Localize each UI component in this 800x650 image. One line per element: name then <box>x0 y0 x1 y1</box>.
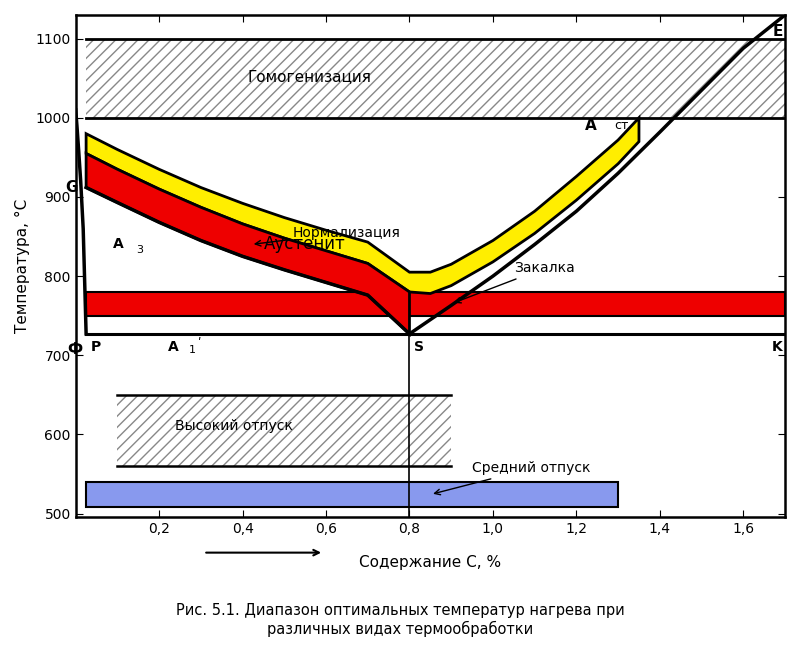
Text: ʹ: ʹ <box>197 337 200 350</box>
Text: Содержание C, %: Содержание C, % <box>359 555 502 570</box>
Bar <box>86 292 785 316</box>
Text: ст: ст <box>614 120 628 133</box>
Text: Гомогенизация: Гомогенизация <box>247 69 371 84</box>
Text: Рис. 5.1. Диапазон оптимальных температур нагрева при
различных видах термообраб: Рис. 5.1. Диапазон оптимальных температу… <box>176 603 624 637</box>
Text: Нормализация: Нормализация <box>255 226 401 246</box>
Polygon shape <box>86 118 639 294</box>
Text: Ф: Ф <box>67 342 82 357</box>
Polygon shape <box>86 153 410 334</box>
Text: S: S <box>414 340 424 354</box>
Text: Аустенит: Аустенит <box>264 235 346 254</box>
Text: E: E <box>773 25 783 40</box>
Text: A: A <box>114 237 124 252</box>
Text: G: G <box>66 180 78 195</box>
Y-axis label: Температура, °C: Температура, °C <box>15 199 30 333</box>
Text: K: K <box>772 340 783 354</box>
Text: Закалка: Закалка <box>455 261 574 303</box>
Bar <box>118 395 451 466</box>
Text: 3: 3 <box>136 245 143 255</box>
Text: A: A <box>585 118 597 133</box>
Text: A: A <box>167 340 178 354</box>
Text: P: P <box>90 340 101 354</box>
Text: Высокий отпуск: Высокий отпуск <box>175 419 293 434</box>
Text: Средний отпуск: Средний отпуск <box>434 462 590 495</box>
Bar <box>86 39 785 118</box>
Bar <box>86 482 618 507</box>
Text: 1: 1 <box>189 345 196 355</box>
